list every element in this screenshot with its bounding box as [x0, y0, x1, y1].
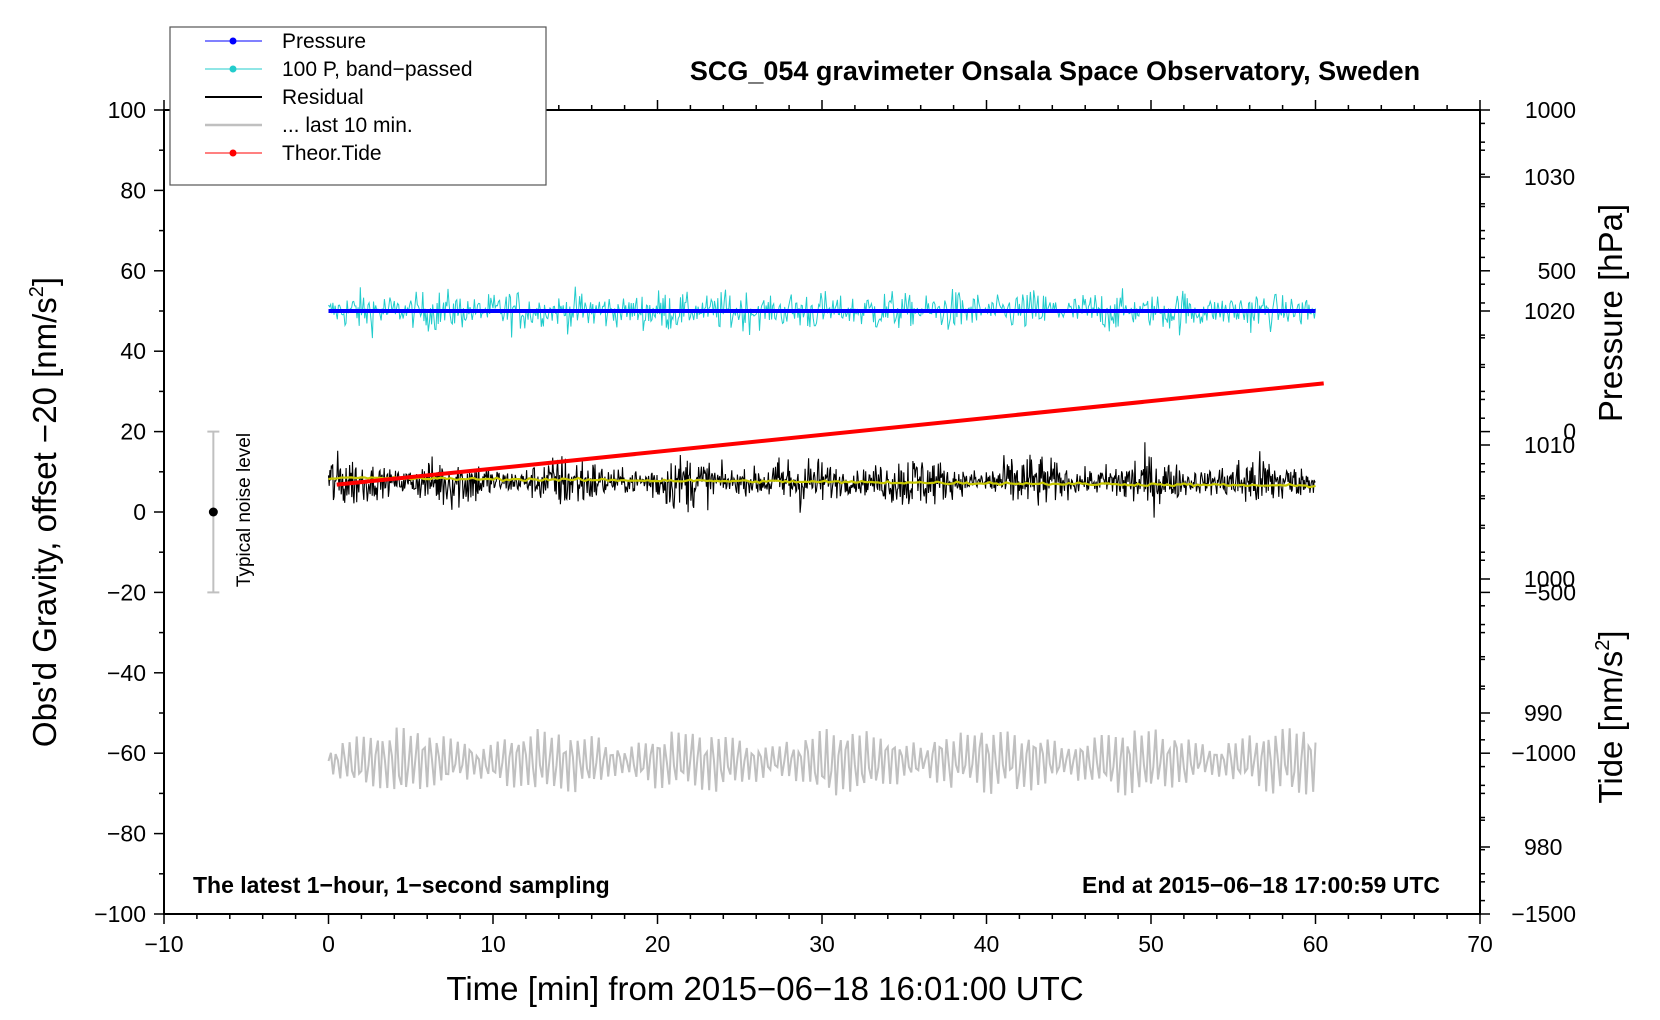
left-y-axis-label-sup: 2 [26, 286, 48, 297]
pressure-axis-ticks: 980 990 1000 1010 1020 1030 [1480, 122, 1575, 902]
pressure-tick-label: 1000 [1524, 566, 1575, 592]
legend-item: 100 P, band−passed [205, 58, 473, 81]
legend-item: Residual [205, 86, 364, 109]
tide-tick-label: −1500 [1511, 901, 1576, 927]
series-line-theor-tide [336, 381, 1324, 487]
left-y-tick-label: −40 [107, 660, 146, 686]
x-tick-label: −10 [144, 931, 183, 957]
x-axis-label-month: 06 [776, 970, 813, 1007]
tide-tick-label: 0 [1563, 419, 1576, 445]
left-y-tick-label: −100 [94, 901, 146, 927]
left-y-axis-label: Obs'd Gravity, offset −20 [nm/s2] [26, 277, 63, 747]
left-y-tick-label: −60 [107, 740, 146, 766]
legend-item: Theor.Tide [205, 142, 382, 165]
legend: Pressure 100 P, band−passed Residual ... la… [169, 26, 547, 186]
left-y-axis-label-unit: [nm/s [26, 297, 63, 387]
legend-item: Pressure [205, 30, 366, 53]
typical-noise-bar: Typical noise level [207, 430, 255, 594]
x-axis-label: Time [min] from 2015−06−18 16:01:00 UTC [446, 970, 1083, 1007]
x-axis-label-prefix: Time [min] from 2015 [446, 970, 757, 1007]
x-tick-label: 0 [322, 931, 335, 957]
x-tick-label: 70 [1467, 931, 1493, 957]
tide-axis-label-main: Tide [nm/s [1592, 651, 1629, 804]
pressure-axis-label: Pressure [hPa] [1592, 204, 1629, 422]
x-tick-label: 50 [1138, 931, 1164, 957]
left-y-tick-label: 100 [108, 97, 146, 123]
x-axis-label-day: 18 16:01:00 UTC [832, 970, 1083, 1007]
chart-title: SCG_054 gravimeter Onsala Space Observat… [690, 56, 1420, 86]
x-axis-ticks: −10 0 10 20 30 40 50 60 70 [144, 100, 1493, 957]
pressure-tick-label: 990 [1524, 700, 1562, 726]
x-tick-label: 60 [1303, 931, 1329, 957]
noise-bar-label: Typical noise level [234, 433, 255, 587]
tide-axis-label-close: ] [1592, 630, 1629, 639]
left-y-axis-ticks: −100 −80 −60 −40 −20 0 20 40 60 80 100 [94, 97, 164, 927]
series-line-residual-smoothed [328, 475, 1316, 489]
left-y-tick-label: −20 [107, 579, 146, 605]
legend-item: ... last 10 min. [205, 114, 413, 137]
annotation-right: End at 2015−06−18 17:00:59 UTC [1082, 872, 1440, 898]
series-layer [327, 286, 1324, 796]
x-tick-label: 20 [645, 931, 671, 957]
left-y-axis-label-main: Obs'd Gravity, offset [26, 443, 63, 747]
pressure-tick-label: 1010 [1524, 432, 1575, 458]
legend-swatch-marker [229, 65, 237, 73]
left-y-tick-label: −80 [107, 821, 146, 847]
plot-frame [163, 109, 1481, 915]
x-tick-label: 30 [809, 931, 835, 957]
left-y-axis-label-offset: 20 [26, 387, 63, 424]
pressure-tick-label: 1020 [1524, 298, 1575, 324]
legend-label: 100 P, band−passed [282, 58, 473, 81]
legend-box [169, 26, 547, 186]
tide-axis-ticks: −1500 −1000 −500 0 500 1000 [1480, 97, 1576, 927]
left-y-tick-label: 80 [120, 177, 146, 203]
series-line-pressure-bandpassed [328, 286, 1316, 339]
legend-label: Theor.Tide [282, 142, 382, 165]
legend-label: Residual [282, 86, 364, 109]
tide-tick-label: 1000 [1525, 97, 1576, 123]
annotation-left: The latest 1−hour, 1−second sampling [193, 872, 610, 898]
left-y-tick-label: 0 [133, 499, 146, 525]
x-tick-label: 40 [974, 931, 1000, 957]
left-y-tick-label: 20 [120, 419, 146, 445]
legend-label: Pressure [282, 30, 366, 53]
tide-tick-label: −1000 [1511, 740, 1576, 766]
tide-tick-label: −500 [1524, 579, 1576, 605]
tide-axis-label: Tide [nm/s2] [1592, 630, 1629, 803]
tide-tick-label: 500 [1538, 258, 1576, 284]
legend-swatch-marker [229, 37, 237, 45]
left-y-tick-label: 40 [120, 338, 146, 364]
tide-axis-label-sup: 2 [1592, 640, 1614, 651]
x-tick-label: 10 [480, 931, 506, 957]
pressure-tick-label: 1030 [1524, 164, 1575, 190]
noise-bar-center-dot [208, 507, 218, 517]
legend-label: ... last 10 min. [282, 114, 413, 137]
left-y-tick-label: 60 [120, 258, 146, 284]
left-y-axis-label-close: ] [26, 277, 63, 286]
legend-swatch-marker [229, 149, 237, 157]
series-line-last-10-min [327, 727, 1317, 796]
pressure-tick-label: 980 [1524, 834, 1562, 860]
